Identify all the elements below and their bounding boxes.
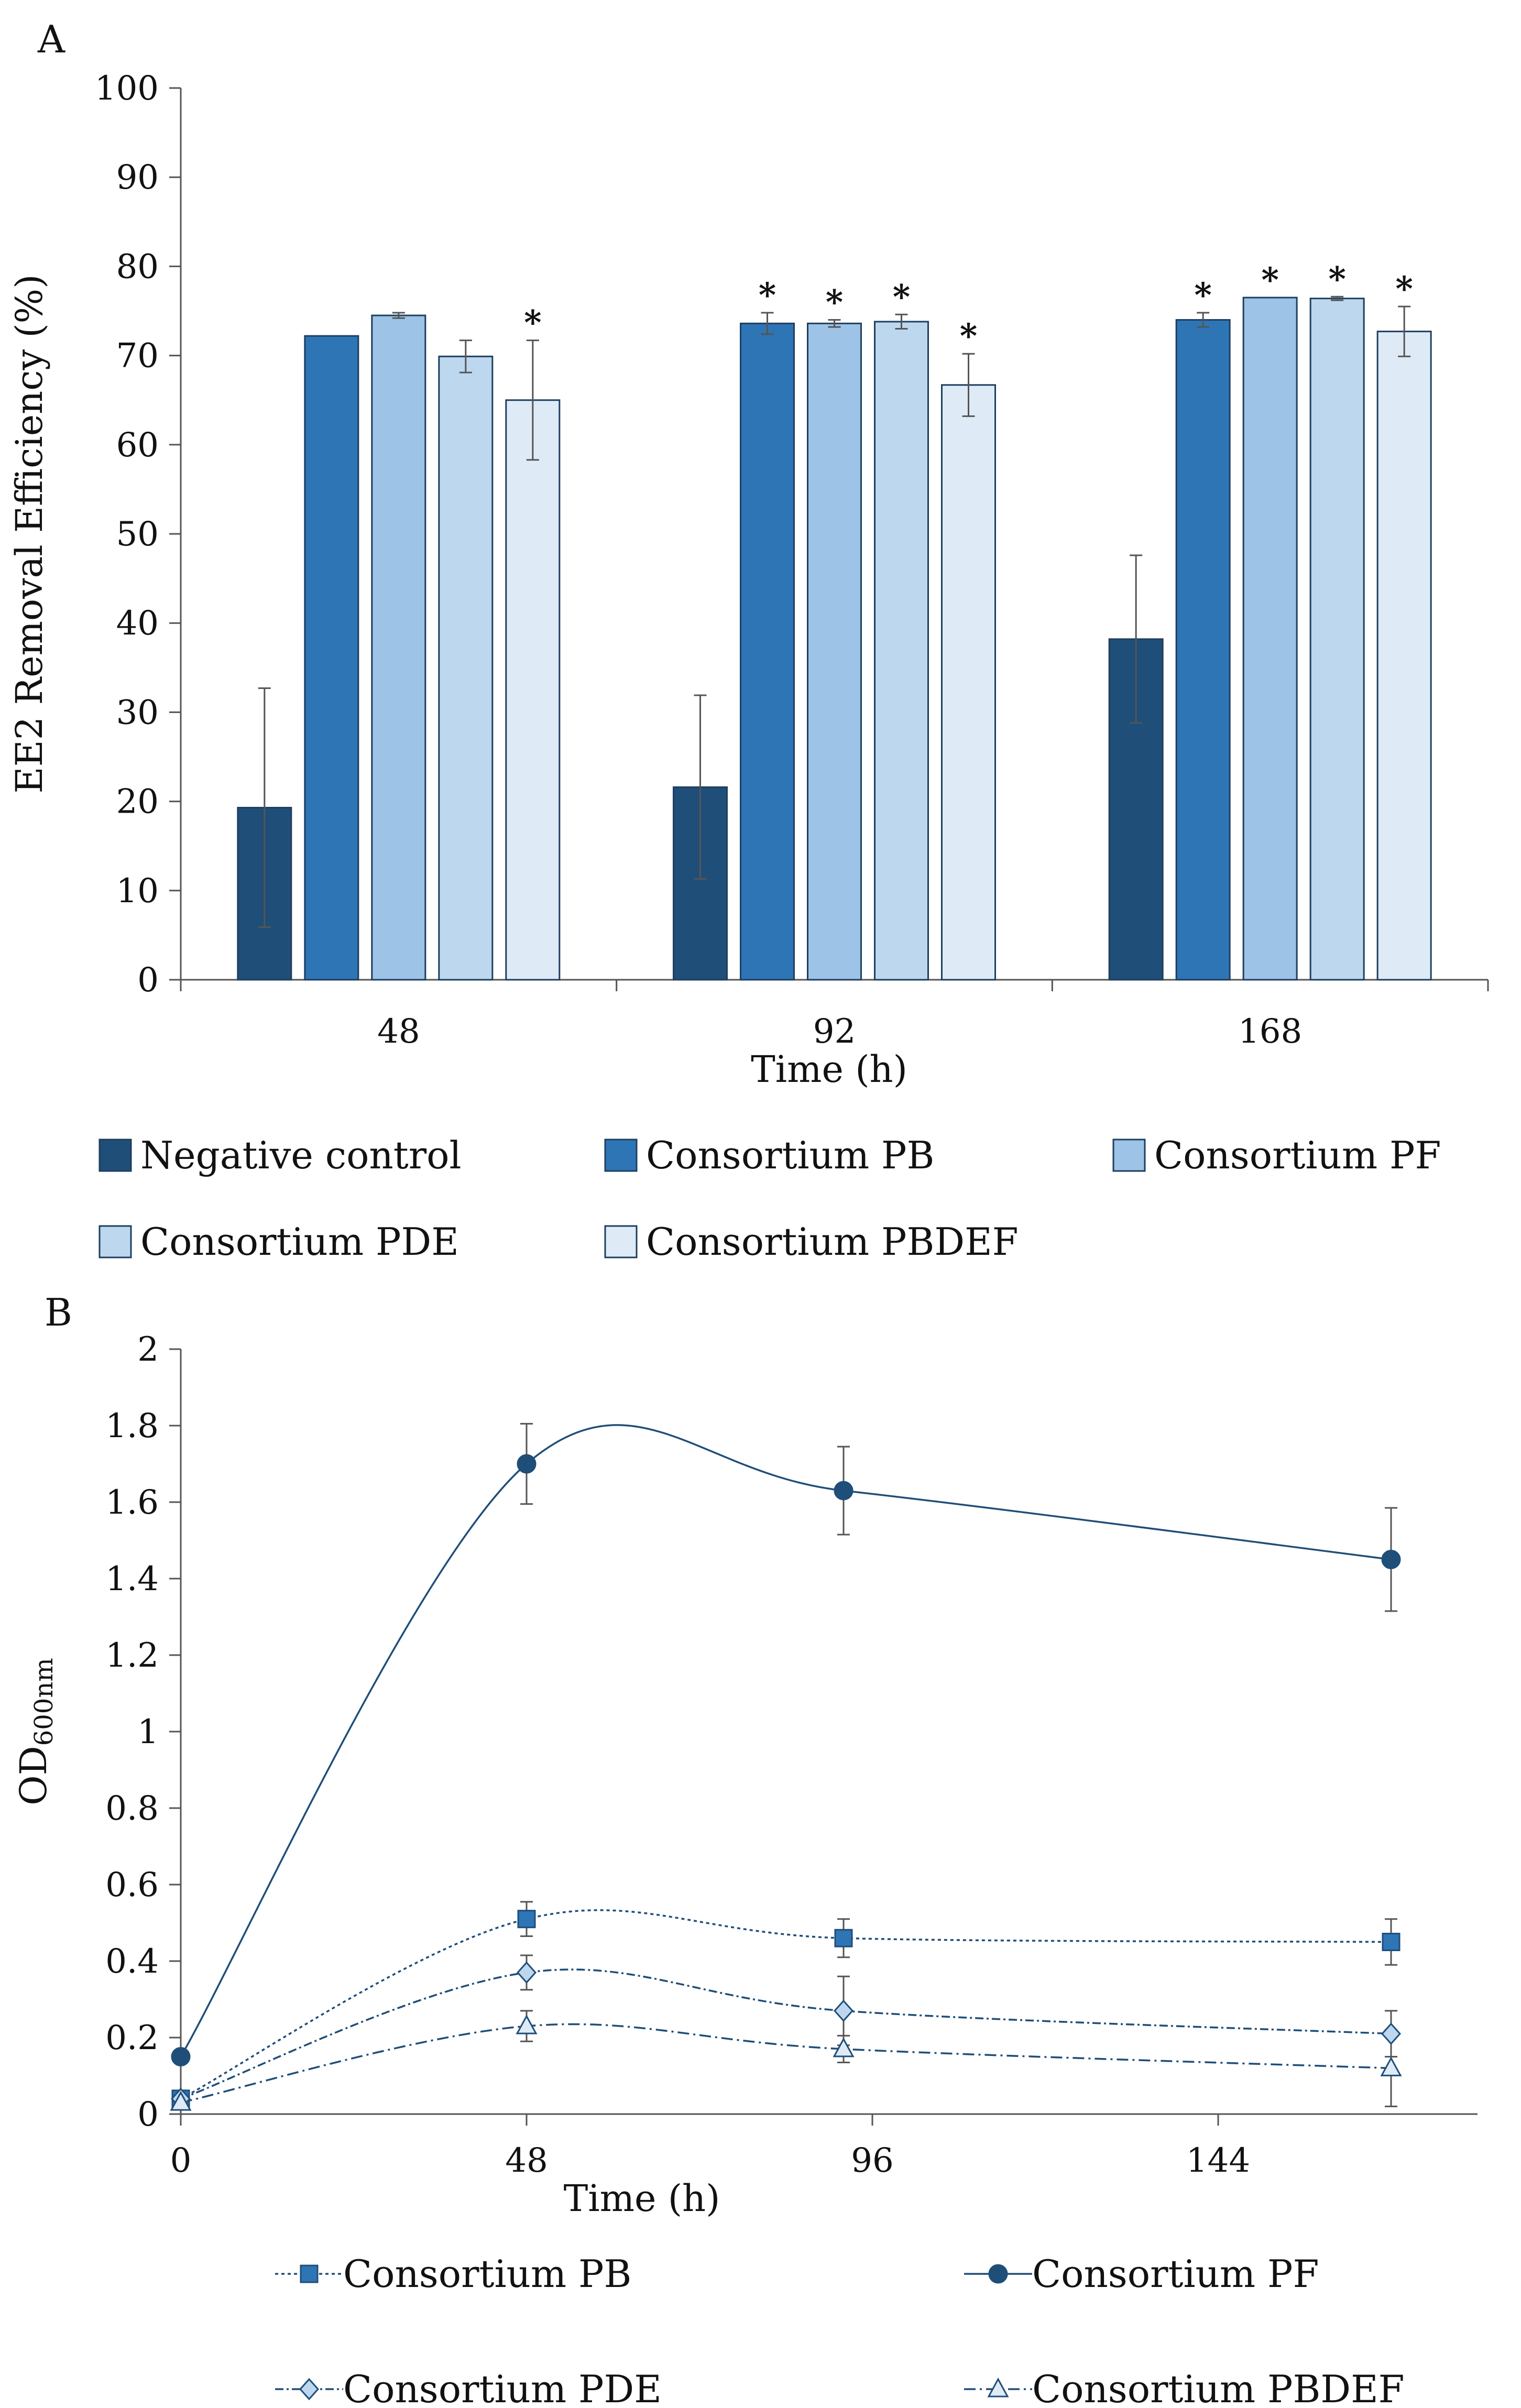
significance-star-consortium-pbdef-168: * bbox=[1395, 269, 1413, 309]
y-tick-label-b-10: 2 bbox=[137, 1330, 159, 1369]
legend-label-b-consortium-pf: Consortium PF bbox=[1032, 2252, 1319, 2296]
y-axis-title-b: OD600nm bbox=[12, 1658, 59, 1805]
legend-label-negative-control: Negative control bbox=[140, 1133, 462, 1177]
significance-star-consortium-pf-168: * bbox=[1261, 260, 1278, 300]
marker-consortium-pbdef-92 bbox=[833, 2037, 855, 2057]
line-consortium-pbdef bbox=[180, 2023, 1392, 2104]
marker-consortium-pde-92 bbox=[833, 1999, 854, 2022]
panel-b-legend: Consortium PB Consortium PF Consortium PDE… bbox=[275, 2252, 1405, 2408]
significance-star-consortium-pb-92: * bbox=[759, 276, 776, 315]
significance-star-consortium-pde-168: * bbox=[1328, 259, 1345, 299]
legend-marker-consortium-pde bbox=[299, 2378, 320, 2401]
y-tick-label-0: 0 bbox=[137, 961, 159, 1000]
panel-a-legend: Negative control Consortium PB Consortium … bbox=[99, 1133, 1441, 1264]
legend-marker-consortium-pb bbox=[300, 2264, 319, 2283]
y-axis-title-sub: 600nm bbox=[29, 1658, 59, 1746]
y-tick-label-80: 80 bbox=[116, 247, 159, 286]
panel-b-line-chart: B 0 0.2 0.4 0.6 0.8 1 1.2 1.4 1.6 1.8 2 0 48 96 144 Time… bbox=[12, 1290, 1478, 2220]
bar-consortium-pbdef-92 bbox=[941, 384, 996, 981]
y-tick-label-b-2: 0.4 bbox=[105, 1942, 159, 1981]
significance-star-consortium-pbdef-48: * bbox=[524, 303, 541, 343]
bar-consortium-pb-48 bbox=[304, 335, 359, 981]
y-tick-label-b-0: 0 bbox=[137, 2095, 159, 2134]
bar-consortium-pb-168 bbox=[1175, 319, 1231, 981]
marker-consortium-pb-92 bbox=[834, 1929, 853, 1947]
y-tick-label-90: 90 bbox=[116, 158, 159, 197]
legend-label-consortium-pbdef: Consortium PBDEF bbox=[646, 1220, 1019, 1264]
legend-swatch-consortium-pbdef bbox=[604, 1225, 638, 1258]
significance-star-consortium-pbdef-92: * bbox=[960, 316, 977, 356]
legend-swatch-consortium-pb bbox=[604, 1139, 638, 1172]
line-consortium-pb bbox=[180, 1909, 1392, 2100]
bar-consortium-pde-168 bbox=[1309, 298, 1365, 981]
marker-consortium-pbdef-168 bbox=[1380, 2056, 1402, 2076]
y-axis-title-main: OD bbox=[12, 1746, 55, 1805]
legend-label-consortium-pde: Consortium PDE bbox=[140, 1220, 459, 1264]
legend-swatch-consortium-pf bbox=[1112, 1139, 1146, 1172]
legend-label-consortium-pf: Consortium PF bbox=[1154, 1133, 1441, 1177]
legend-swatch-consortium-pde bbox=[99, 1225, 132, 1258]
x-tick-label-92: 92 bbox=[813, 1012, 856, 1051]
x-tick-label-b-96: 96 bbox=[851, 2141, 893, 2180]
y-tick-label-b-6: 1.2 bbox=[105, 1636, 159, 1675]
x-tick-label-48: 48 bbox=[377, 1012, 420, 1051]
bar-consortium-pf-48 bbox=[371, 314, 426, 981]
bar-consortium-pf-168 bbox=[1242, 297, 1298, 981]
legend-swatch-negative-control bbox=[99, 1139, 132, 1172]
marker-consortium-pf-168 bbox=[1381, 1550, 1401, 1569]
marker-consortium-pbdef-48 bbox=[516, 2014, 538, 2034]
legend-marker-consortium-pbdef bbox=[987, 2377, 1009, 2398]
marker-consortium-pf-0 bbox=[171, 2047, 191, 2066]
y-axis-title: EE2 Removal Efficiency (%) bbox=[8, 274, 51, 793]
legend-label-b-consortium-pbdef: Consortium PBDEF bbox=[1032, 2367, 1405, 2408]
significance-star-consortium-pde-92: * bbox=[893, 277, 910, 316]
legend-label-consortium-pb: Consortium PB bbox=[646, 1133, 934, 1177]
y-tick-label-b-1: 0.2 bbox=[105, 2019, 159, 2057]
marker-consortium-pf-48 bbox=[517, 1454, 537, 1474]
legend-label-b-consortium-pde: Consortium PDE bbox=[343, 2367, 662, 2408]
y-tick-label-60: 60 bbox=[116, 426, 159, 465]
bar-consortium-pde-48 bbox=[438, 355, 494, 981]
line-consortium-pf bbox=[180, 1424, 1392, 2057]
marker-consortium-pbdef-0 bbox=[170, 2090, 192, 2111]
y-tick-label-b-8: 1.6 bbox=[105, 1483, 159, 1522]
x-axis-title-b: Time (h) bbox=[564, 2177, 720, 2220]
y-tick-label-b-5: 1 bbox=[137, 1713, 159, 1752]
bar-consortium-pb-92 bbox=[740, 322, 795, 981]
marker-consortium-pb-48 bbox=[517, 1910, 536, 1929]
y-tick-label-30: 30 bbox=[116, 693, 159, 732]
y-tick-label-b-7: 1.4 bbox=[105, 1560, 159, 1599]
panel-a-letter: A bbox=[37, 17, 65, 61]
significance-star-consortium-pb-168: * bbox=[1194, 276, 1211, 315]
y-tick-label-b-9: 1.8 bbox=[105, 1407, 159, 1446]
marker-consortium-pde-168 bbox=[1381, 2022, 1402, 2045]
legend-marker-consortium-pf bbox=[988, 2264, 1008, 2284]
panel-b-letter: B bbox=[45, 1290, 72, 1334]
x-axis-title: Time (h) bbox=[751, 1048, 907, 1091]
marker-consortium-pb-168 bbox=[1382, 1933, 1400, 1951]
legend-label-b-consortium-pb: Consortium PB bbox=[343, 2252, 631, 2296]
y-tick-label-b-3: 0.6 bbox=[105, 1866, 159, 1904]
y-tick-label-50: 50 bbox=[116, 515, 159, 554]
x-tick-label-b-144: 144 bbox=[1186, 2141, 1250, 2180]
significance-star-consortium-pf-92: * bbox=[826, 283, 843, 322]
y-tick-label-100: 100 bbox=[95, 69, 159, 108]
bar-consortium-pf-92 bbox=[807, 322, 862, 981]
marker-consortium-pf-92 bbox=[834, 1481, 853, 1501]
x-tick-label-168: 168 bbox=[1238, 1012, 1302, 1051]
line-consortium-pde bbox=[180, 1968, 1392, 2100]
x-tick-label-b-0: 0 bbox=[170, 2141, 192, 2180]
x-tick-label-b-48: 48 bbox=[505, 2141, 548, 2180]
y-tick-label-10: 10 bbox=[116, 872, 159, 911]
panel-a-bar-chart: A 0 10 20 30 40 50 60 70 80 90 100 48 92 168 Time (h) EE… bbox=[8, 17, 1489, 1091]
bar-consortium-pde-92 bbox=[874, 321, 929, 981]
bar-consortium-pbdef-48 bbox=[505, 399, 561, 981]
marker-consortium-pde-48 bbox=[516, 1961, 537, 1984]
y-tick-label-20: 20 bbox=[116, 783, 159, 822]
y-tick-label-40: 40 bbox=[116, 604, 159, 643]
y-tick-label-b-4: 0.8 bbox=[105, 1789, 159, 1828]
y-tick-label-70: 70 bbox=[116, 337, 159, 376]
bar-consortium-pbdef-168 bbox=[1376, 331, 1432, 981]
